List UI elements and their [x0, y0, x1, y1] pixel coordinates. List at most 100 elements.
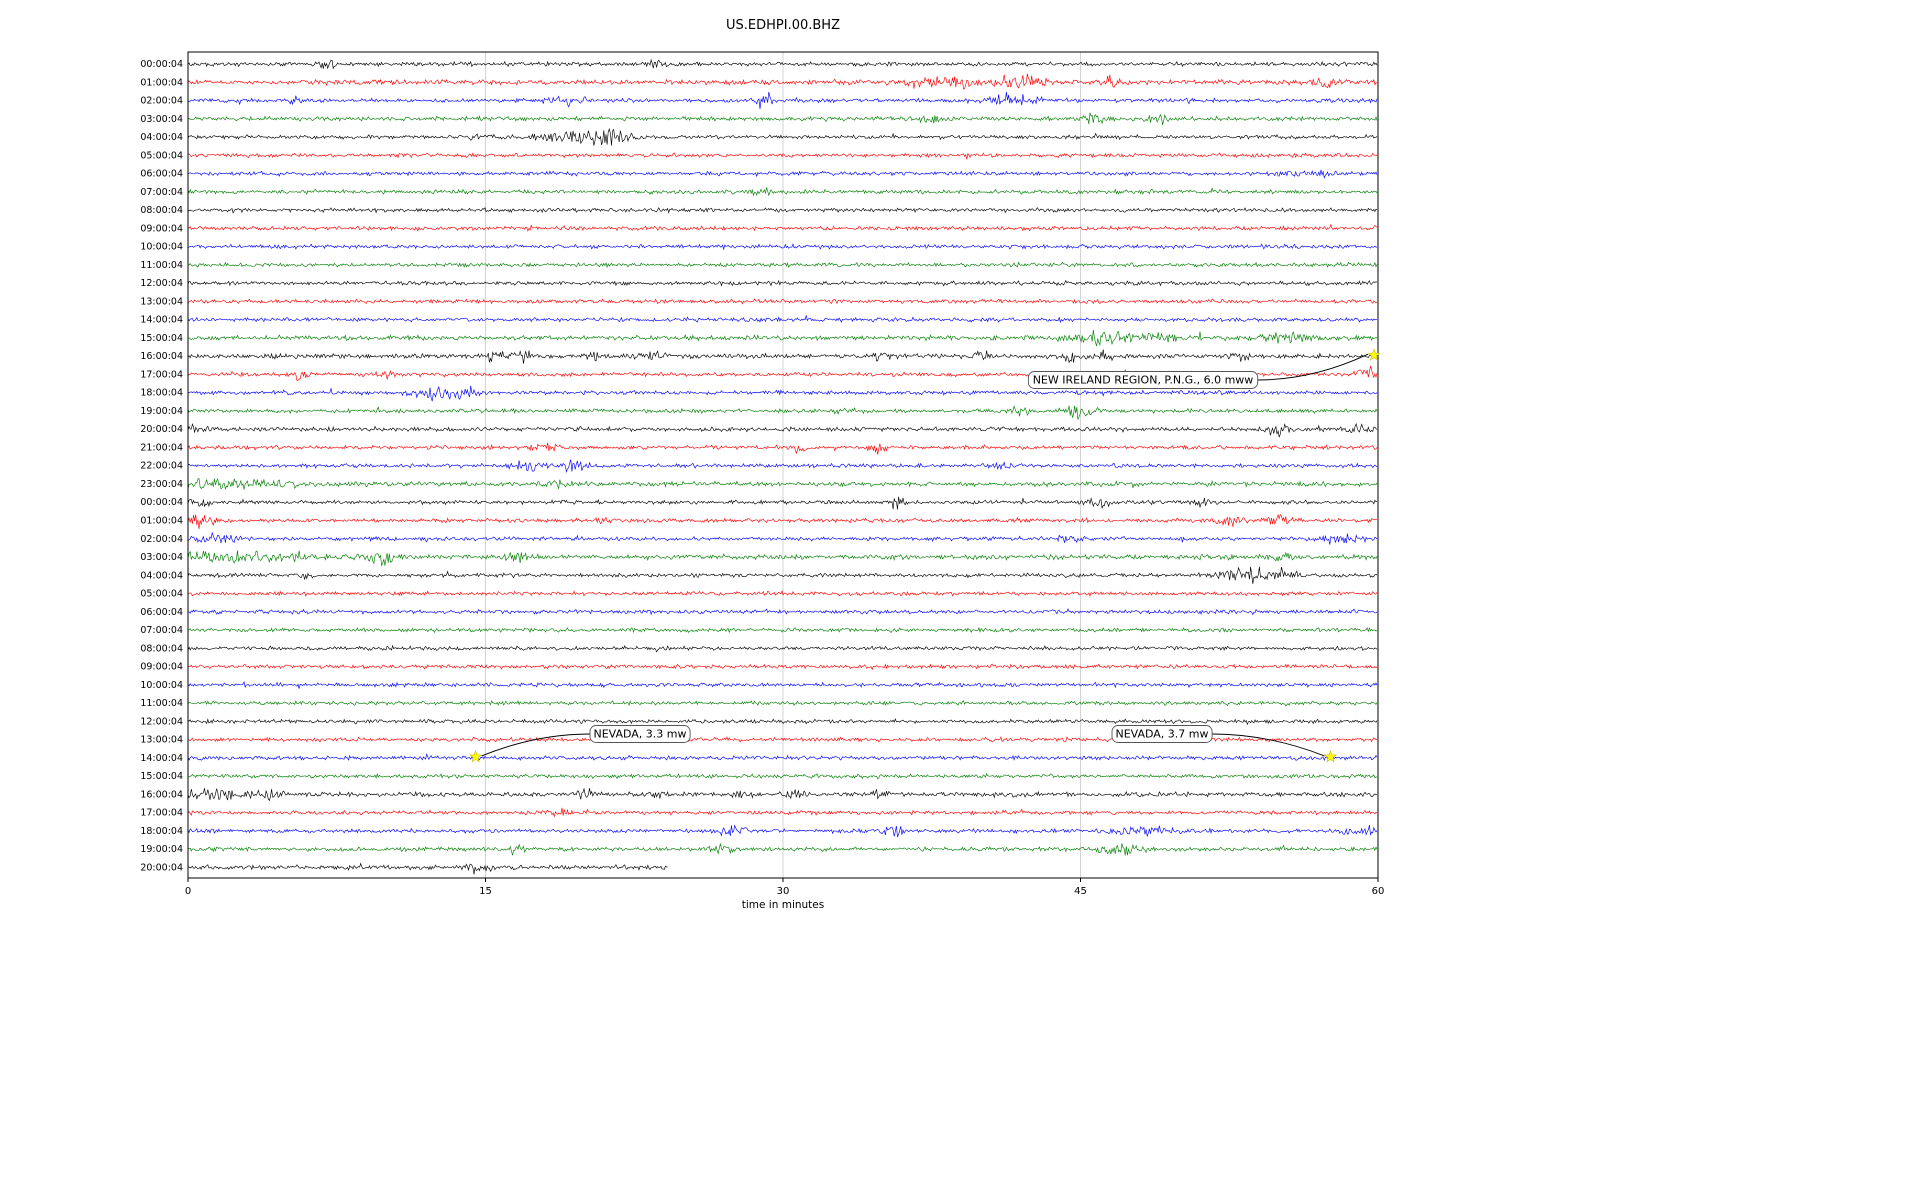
row-time-label: 13:00:04	[140, 735, 183, 746]
x-tick-label: 15	[479, 886, 492, 897]
seismogram-trace	[187, 315, 1378, 324]
seismogram-trace	[187, 279, 1378, 287]
seismogram-trace	[187, 718, 1378, 726]
row-time-label: 03:00:04	[140, 552, 183, 563]
row-time-label: 03:00:04	[140, 114, 183, 125]
row-time-label: 01:00:04	[140, 516, 183, 527]
seismogram-trace	[187, 187, 1378, 197]
row-time-label: 17:00:04	[140, 808, 183, 819]
row-time-label: 18:00:04	[140, 388, 183, 399]
row-time-label: 20:00:04	[140, 424, 183, 435]
row-time-label: 09:00:04	[140, 223, 183, 234]
seismogram-trace	[187, 772, 1378, 780]
seismogram-trace	[187, 496, 1378, 510]
seismogram-trace	[187, 207, 1378, 214]
chart-title: US.EDHPI.00.BHZ	[726, 18, 840, 33]
seismogram-trace	[187, 513, 1378, 530]
annotation-leader-line	[1257, 353, 1369, 381]
row-time-label: 18:00:04	[140, 826, 183, 837]
event-annotation-box	[589, 725, 691, 743]
row-time-label: 08:00:04	[140, 643, 183, 654]
row-time-label: 20:00:04	[140, 862, 183, 873]
seismogram-trace	[187, 477, 1378, 491]
row-time-label: 08:00:04	[140, 205, 183, 216]
row-time-label: 14:00:04	[140, 315, 183, 326]
row-time-label: 05:00:04	[140, 150, 183, 161]
row-time-label: 07:00:04	[140, 187, 183, 198]
seismogram-trace	[187, 405, 1378, 420]
row-time-label: 01:00:04	[140, 77, 183, 88]
seismogram-trace	[187, 824, 1378, 838]
row-time-label: 13:00:04	[140, 296, 183, 307]
row-time-label: 21:00:04	[140, 443, 183, 454]
seismogram-trace	[187, 169, 1378, 180]
seismogram-trace	[187, 843, 1378, 856]
seismogram-trace	[187, 550, 1378, 567]
seismogram-trace	[187, 223, 1378, 232]
seismogram-trace	[187, 243, 1378, 251]
seismogram-trace	[187, 423, 1378, 438]
row-time-label: 04:00:04	[140, 570, 183, 581]
seismogram-trace	[187, 753, 1378, 762]
seismogram-trace	[187, 127, 1378, 146]
row-time-label: 16:00:04	[140, 351, 183, 362]
row-time-label: 11:00:04	[140, 260, 183, 271]
seismogram-trace	[187, 608, 1378, 616]
event-annotation-box	[1111, 725, 1213, 743]
seismogram-trace	[187, 91, 1378, 110]
seismogram-trace	[187, 787, 1378, 802]
row-time-label: 22:00:04	[140, 461, 183, 472]
event-annotation-text: NEW IRELAND REGION, P.N.G., 6.0 mww	[1033, 374, 1254, 387]
row-time-label: 14:00:04	[140, 753, 183, 764]
row-time-label: 07:00:04	[140, 625, 183, 636]
seismogram-trace	[187, 261, 1378, 269]
seismogram-trace	[187, 590, 1378, 598]
row-time-label: 02:00:04	[140, 96, 183, 107]
row-time-label: 19:00:04	[140, 844, 183, 855]
seismogram-trace	[187, 531, 1378, 545]
row-time-label: 11:00:04	[140, 698, 183, 709]
event-star-icon	[469, 750, 483, 763]
row-time-label: 04:00:04	[140, 132, 183, 143]
seismogram-trace	[187, 442, 1378, 455]
row-time-label: 15:00:04	[140, 333, 183, 344]
seismogram-trace	[187, 807, 1378, 818]
row-time-label: 05:00:04	[140, 589, 183, 600]
seismogram-trace	[187, 73, 1378, 90]
row-time-label: 17:00:04	[140, 369, 183, 380]
seismogram-trace	[187, 58, 1378, 70]
seismogram-trace	[187, 298, 1378, 305]
annotation-leader-line	[1211, 733, 1325, 757]
row-time-label: 10:00:04	[140, 680, 183, 691]
seismogram-trace	[187, 459, 1378, 474]
event-annotation-text: NEVADA, 3.7 mw	[1115, 728, 1208, 741]
seismogram-trace	[187, 700, 1378, 707]
seismogram-trace	[187, 349, 1378, 364]
x-tick-label: 0	[185, 886, 191, 897]
x-tick-label: 30	[777, 886, 790, 897]
row-time-label: 10:00:04	[140, 242, 183, 253]
row-time-label: 16:00:04	[140, 789, 183, 800]
row-time-label: 23:00:04	[140, 479, 183, 490]
seismogram-trace	[187, 152, 1378, 160]
x-tick-label: 60	[1372, 886, 1385, 897]
row-time-label: 00:00:04	[140, 497, 183, 508]
row-time-label: 09:00:04	[140, 662, 183, 673]
row-time-label: 12:00:04	[140, 278, 183, 289]
row-time-label: 15:00:04	[140, 771, 183, 782]
event-annotation-text: NEVADA, 3.3 mw	[593, 728, 686, 741]
event-annotation-box	[1027, 371, 1259, 389]
row-time-label: 06:00:04	[140, 607, 183, 618]
row-time-label: 19:00:04	[140, 406, 183, 417]
seismogram-trace	[187, 566, 1378, 584]
seismogram-trace	[187, 681, 1378, 689]
seismogram-trace	[187, 862, 668, 875]
seismogram-trace	[187, 626, 1378, 634]
seismogram-trace	[187, 112, 1378, 126]
row-time-label: 06:00:04	[140, 169, 183, 180]
seismogram-trace	[187, 644, 1378, 653]
seismogram-trace	[187, 329, 1378, 347]
x-tick-label: 45	[1074, 886, 1087, 897]
